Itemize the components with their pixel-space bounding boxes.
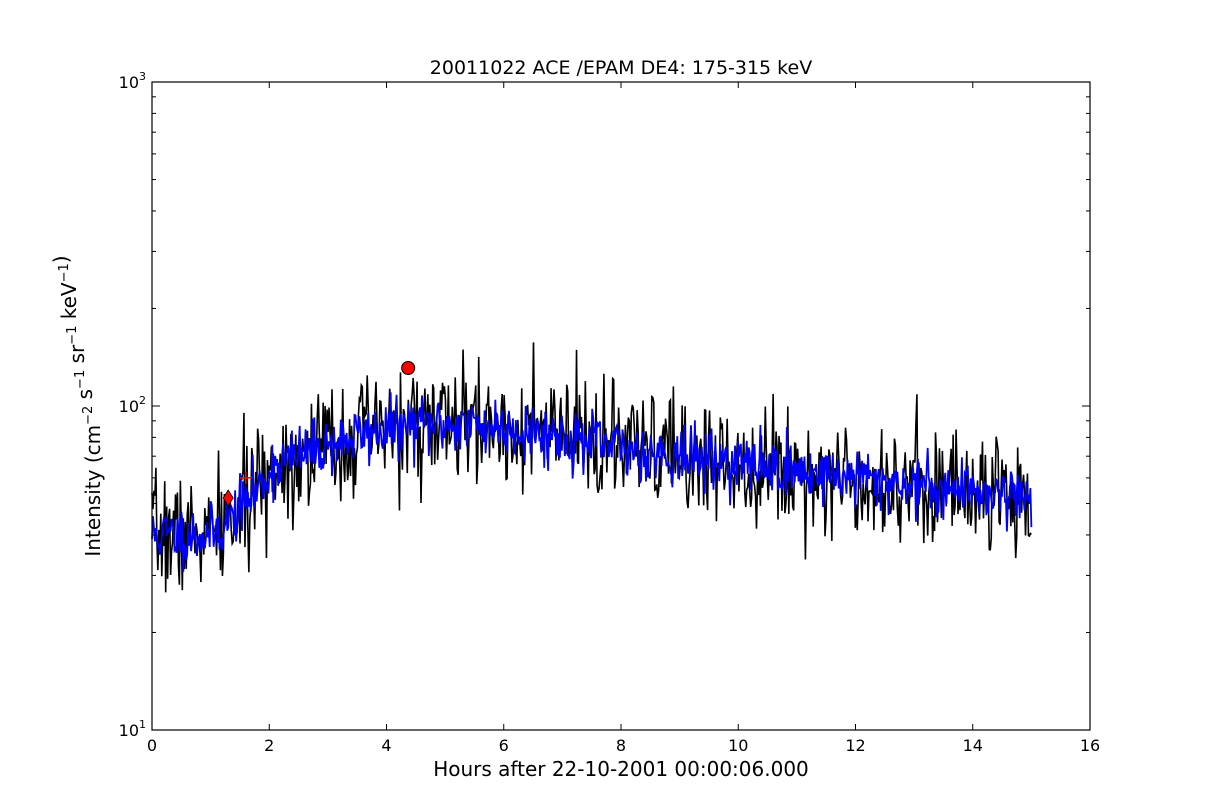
x-axis-label: Hours after 22-10-2001 00:00:06.000: [433, 757, 809, 781]
y-axis-label: Intensity (cm−2 s−1 sr−1 keV−1): [49, 255, 105, 556]
peak-marker-circle: [401, 361, 416, 376]
series-smoothed-line: [151, 392, 1033, 572]
y-tick-label: 102: [119, 394, 146, 416]
x-axis: 0 2 4 6 8 10 12 14 16: [147, 82, 1100, 755]
plot-area: [151, 342, 1033, 593]
y-tick-label: 103: [119, 70, 146, 92]
onset-marker-diamond: [222, 489, 234, 507]
x-tick-label: 16: [1080, 736, 1100, 755]
y-axis: 101 102 103: [119, 70, 1090, 740]
x-tick-label: 10: [728, 736, 748, 755]
annotation-tick-mark: [239, 471, 252, 484]
chart-title: 20011022 ACE /EPAM DE4: 175-315 keV: [430, 57, 812, 79]
x-tick-label: 2: [264, 736, 274, 755]
x-tick-label: 14: [963, 736, 983, 755]
y-tick-label: 101: [119, 718, 146, 740]
x-tick-label: 8: [616, 736, 626, 755]
x-tick-label: 4: [381, 736, 391, 755]
x-tick-label: 12: [845, 736, 865, 755]
x-tick-label: 0: [147, 736, 157, 755]
x-tick-label: 6: [499, 736, 509, 755]
